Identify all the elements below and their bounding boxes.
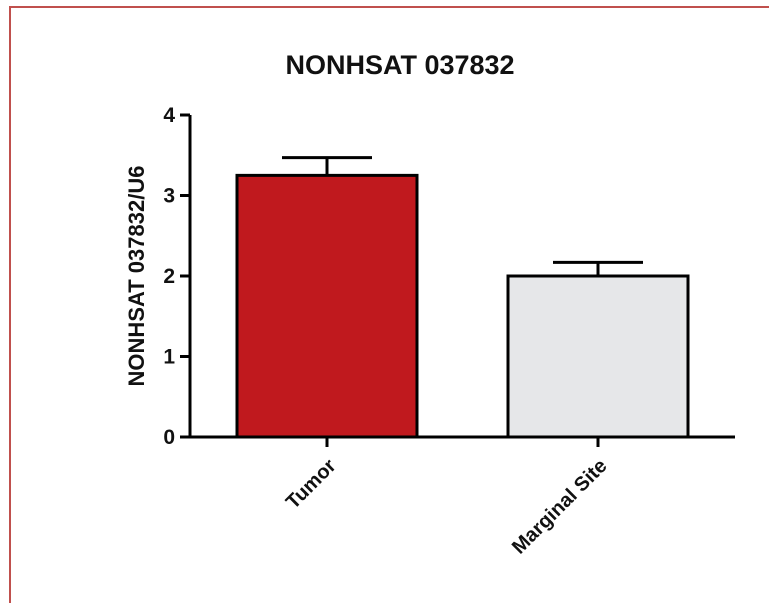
x-tick-label: Tumor (282, 455, 341, 514)
y-tick-label: 3 (163, 185, 175, 208)
bars (235, 156, 690, 439)
y-tick-label: 4 (163, 104, 175, 127)
y-axis-label: NONHSAT 037832/U6 (124, 166, 149, 387)
y-tick-label: 2 (163, 265, 175, 288)
bar-tumor (235, 173, 419, 439)
y-tick-label: 0 (163, 426, 175, 449)
x-tick-label: Marginal Site (508, 455, 612, 559)
y-tick-label: 1 (163, 346, 175, 369)
chart-title: NONHSAT 037832 (285, 50, 514, 80)
bar-marginal-site (506, 274, 690, 439)
